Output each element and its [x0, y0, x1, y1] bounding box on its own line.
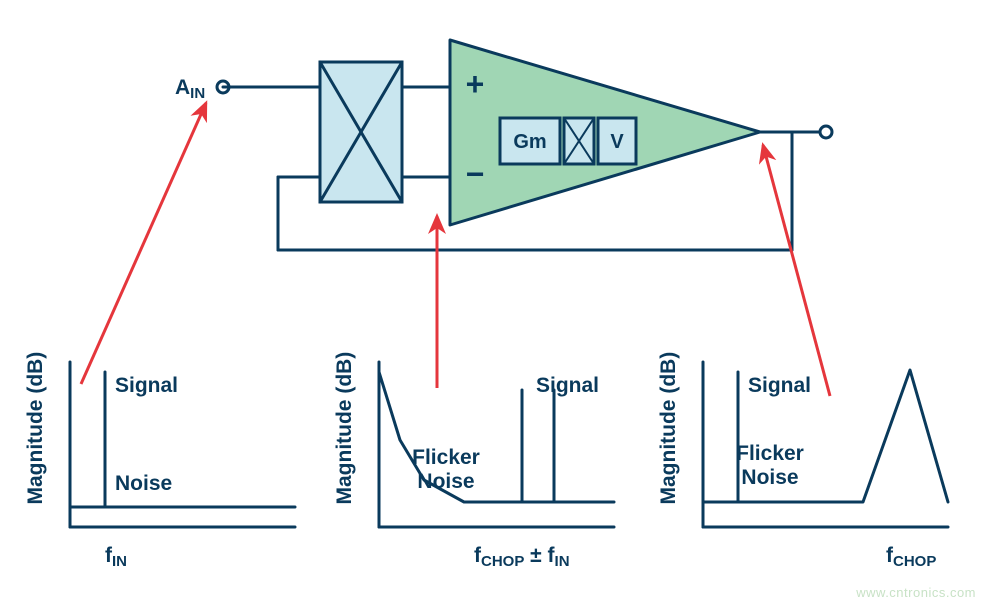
- svg-text:Signal: Signal: [748, 374, 811, 397]
- svg-text:fIN: fIN: [105, 544, 127, 570]
- svg-text:−: −: [466, 156, 485, 192]
- svg-text:fCHOP: fCHOP: [886, 544, 936, 570]
- svg-text:V: V: [610, 131, 624, 153]
- svg-text:Flicker: Flicker: [736, 442, 804, 465]
- svg-text:Flicker: Flicker: [412, 446, 480, 469]
- svg-text:Signal: Signal: [536, 374, 599, 397]
- svg-text:Noise: Noise: [741, 466, 798, 489]
- chart-output: Magnitude (dB) Signal FlickerNoise fCHOP: [657, 352, 948, 570]
- svg-text:fCHOP ± fIN: fCHOP ± fIN: [474, 544, 570, 570]
- svg-text:Magnitude (dB): Magnitude (dB): [657, 352, 680, 505]
- svg-text:Noise: Noise: [417, 470, 474, 493]
- svg-text:Magnitude (dB): Magnitude (dB): [24, 352, 47, 505]
- circuit-diagram: AIN + − Gm V: [175, 40, 832, 250]
- chart-after-chopper: Magnitude (dB) Signal FlickerNoise fCHOP ± …: [333, 352, 614, 570]
- svg-text:Magnitude (dB): Magnitude (dB): [333, 352, 356, 505]
- svg-text:Noise: Noise: [115, 472, 172, 495]
- chart-input: Magnitude (dB) Signal Noise fIN: [24, 352, 295, 570]
- svg-text:Gm: Gm: [513, 131, 546, 153]
- svg-text:AIN: AIN: [175, 76, 205, 102]
- svg-text:Signal: Signal: [115, 374, 178, 397]
- watermark-text: www.cntronics.com: [856, 585, 976, 600]
- svg-text:+: +: [466, 66, 485, 102]
